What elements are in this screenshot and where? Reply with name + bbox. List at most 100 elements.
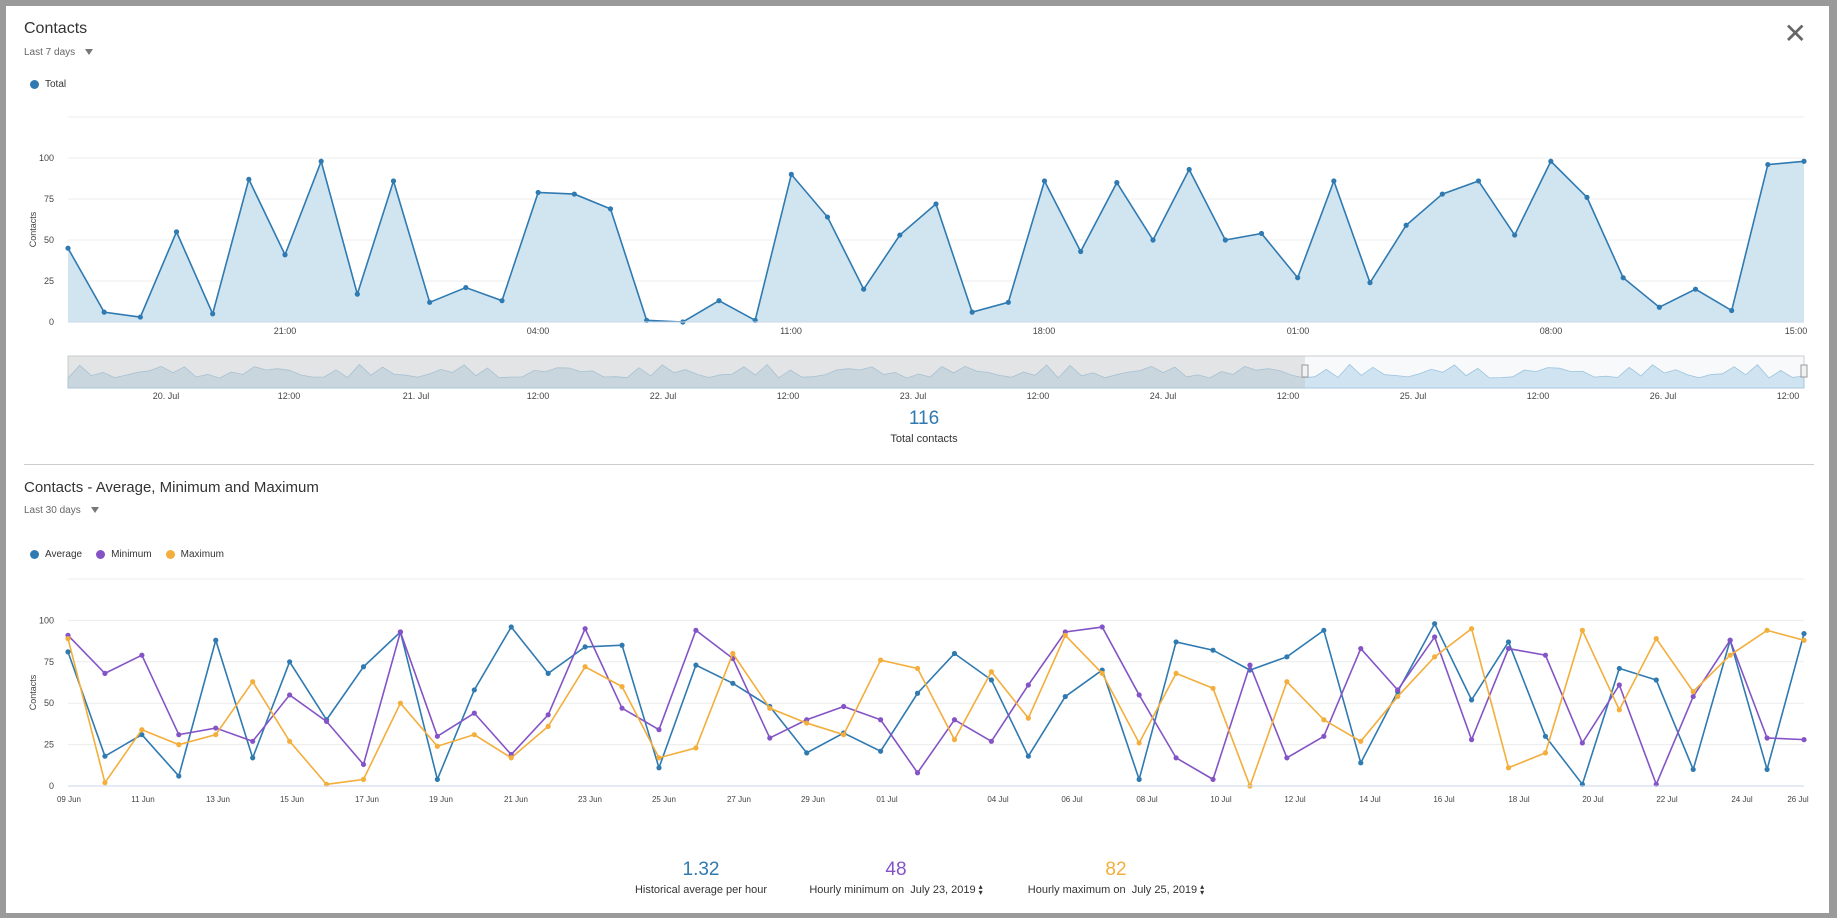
data-point-average	[1616, 665, 1622, 672]
navigator-handle-right	[1800, 364, 1808, 378]
averages-range-dropdown[interactable]: Last 30 days	[24, 505, 99, 516]
data-point-maximum	[397, 700, 404, 706]
data-point-maximum	[730, 650, 736, 657]
contacts-x-tick-label: 21:00	[274, 326, 297, 336]
data-point-minimum	[1321, 733, 1327, 739]
data-point-minimum	[914, 770, 921, 776]
contacts-data-point	[897, 232, 903, 238]
navigator-tick-label: 12:00	[527, 391, 550, 401]
close-icon[interactable]: ✕	[1783, 17, 1807, 50]
contacts-data-point	[1765, 161, 1771, 168]
contacts-data-point	[210, 311, 216, 317]
legend-item-total[interactable]: Total	[30, 79, 66, 90]
contacts-data-point	[354, 291, 360, 297]
averages-x-tick-label: 29 Jun	[801, 795, 825, 804]
averages-x-tick-label: 22 Jul	[1656, 795, 1678, 804]
data-point-average	[1062, 693, 1068, 700]
data-point-maximum	[877, 657, 884, 663]
data-point-maximum	[1468, 626, 1475, 632]
averages-x-tick-label: 18 Jul	[1508, 795, 1530, 804]
data-point-minimum	[767, 735, 773, 741]
contacts-data-point	[1584, 194, 1590, 200]
hourly-maximum-stat: 82 Hourly maximum on July 25, 2019 ▴ ▾	[1016, 859, 1216, 897]
navigator-tick-label: 20. Jul	[153, 391, 180, 401]
navigator-tick-label: 21. Jul	[403, 391, 430, 401]
data-point-maximum	[65, 636, 71, 642]
contacts-data-point	[1258, 230, 1265, 237]
legend-item-maximum[interactable]: Maximum	[165, 549, 224, 560]
data-point-average	[1284, 654, 1290, 660]
data-point-minimum	[841, 703, 847, 710]
data-point-maximum	[1099, 670, 1105, 676]
contacts-title: Contacts	[24, 20, 88, 37]
hourly-minimum-value: 48	[885, 859, 907, 880]
legend-label: Total	[45, 79, 67, 90]
contacts-x-tick-label: 01:00	[1287, 326, 1310, 336]
data-point-minimum	[360, 761, 367, 768]
data-point-minimum	[1358, 645, 1364, 652]
data-point-average	[988, 677, 995, 683]
averages-x-tick-label: 08 Jul	[1136, 795, 1158, 804]
contacts-x-tick-label: 18:00	[1033, 326, 1056, 336]
data-point-maximum	[1432, 654, 1438, 660]
contacts-data-point	[788, 171, 794, 177]
data-point-average	[951, 650, 958, 657]
data-point-maximum	[1136, 740, 1142, 746]
contacts-range-dropdown[interactable]: Last 7 days	[24, 47, 94, 58]
contacts-data-point	[282, 252, 288, 258]
hourly-maximum-date-picker[interactable]: July 25, 2019 ▴ ▾	[1129, 883, 1204, 897]
contacts-data-point	[463, 284, 469, 291]
data-point-maximum	[1210, 685, 1216, 691]
data-point-minimum	[1690, 693, 1696, 700]
averages-x-tick-label: 01 Jul	[876, 795, 898, 804]
data-point-minimum	[1616, 682, 1622, 688]
hourly-maximum-label: Hourly maximum on	[1027, 884, 1126, 896]
averages-y-tick-label: 50	[44, 698, 54, 708]
averages-x-tick-label: 26 Jul	[1787, 795, 1809, 804]
contacts-y-axis-label: Contacts	[28, 211, 38, 247]
contacts-data-point	[1656, 304, 1662, 310]
contacts-data-point	[571, 191, 577, 197]
contacts-data-point	[1367, 280, 1373, 286]
contacts-range-label: Last 7 days	[24, 47, 76, 58]
contacts-data-point	[716, 298, 722, 304]
data-point-minimum	[693, 627, 699, 633]
averages-x-tick-label: 15 Jun	[280, 795, 304, 804]
averages-x-tick-label: 11 Jun	[131, 795, 154, 804]
legend-item-minimum[interactable]: Minimum	[96, 549, 152, 560]
hourly-minimum-date-picker[interactable]: July 23, 2019 ▴ ▾	[907, 883, 982, 897]
averages-title: Contacts - Average, Minimum and Maximum	[24, 479, 319, 496]
navigator-tick-label: 26. Jul	[1650, 391, 1677, 401]
series-line-minimum	[67, 626, 1805, 787]
data-point-minimum	[1764, 735, 1770, 741]
data-point-average	[1136, 776, 1142, 782]
data-point-minimum	[1727, 637, 1733, 643]
data-point-average	[471, 687, 477, 693]
data-point-minimum	[102, 670, 108, 676]
chevron-down-icon	[90, 507, 99, 514]
contacts-data-point	[1041, 178, 1048, 184]
data-point-minimum	[1136, 692, 1142, 698]
data-point-minimum	[1099, 624, 1105, 630]
data-point-average	[1505, 639, 1512, 645]
data-point-average	[619, 642, 625, 648]
legend-dot	[165, 550, 175, 559]
legend-item-average[interactable]: Average	[30, 549, 82, 560]
averages-legend: Average Minimum Maximum	[30, 549, 224, 560]
data-point-maximum	[471, 732, 477, 738]
data-point-minimum	[1505, 645, 1512, 652]
data-point-average	[250, 755, 256, 761]
contacts-data-point	[137, 314, 143, 320]
contacts-y-tick-label: 25	[44, 276, 54, 286]
data-point-minimum	[951, 717, 958, 723]
contacts-data-point	[499, 298, 505, 304]
data-point-average	[877, 748, 884, 754]
data-point-average	[1690, 766, 1696, 773]
hourly-minimum-label: Hourly minimum on	[809, 884, 905, 896]
navigator-tick-label: 12:00	[1277, 391, 1300, 401]
data-point-maximum	[1173, 670, 1179, 676]
contacts-data-point	[1114, 180, 1120, 186]
averages-y-tick-label: 75	[44, 657, 54, 667]
data-point-average	[1210, 647, 1216, 653]
data-point-minimum	[434, 733, 440, 739]
